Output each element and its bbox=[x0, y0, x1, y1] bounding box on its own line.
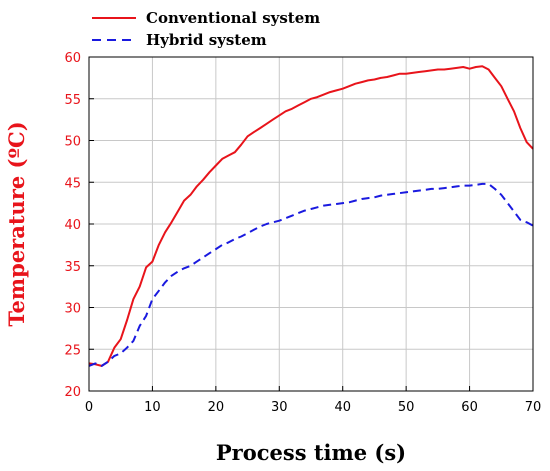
y-tick-label: 25 bbox=[64, 343, 81, 358]
x-axis-label: Process time (s) bbox=[216, 440, 406, 465]
y-tick-label: 50 bbox=[64, 135, 81, 150]
x-tick-label: 70 bbox=[525, 400, 542, 415]
y-tick-label: 20 bbox=[64, 385, 81, 400]
series-line-hybrid bbox=[88, 182, 534, 367]
series-line-conventional bbox=[88, 65, 534, 367]
y-tick-label: 55 bbox=[64, 93, 81, 108]
grid bbox=[89, 57, 533, 391]
y-axis-label: Temperature (ºC) bbox=[4, 121, 29, 326]
x-tick-label: 40 bbox=[334, 400, 351, 415]
x-tick-label: 20 bbox=[208, 400, 225, 415]
y-tick-label: 40 bbox=[64, 218, 81, 233]
legend-label-hybrid: Hybrid system bbox=[146, 31, 267, 49]
y-tick-label: 45 bbox=[64, 176, 81, 191]
y-tick-label: 35 bbox=[64, 260, 81, 275]
x-tick-label: 10 bbox=[144, 400, 161, 415]
y-tick-label: 30 bbox=[64, 302, 81, 317]
x-tick-label: 60 bbox=[461, 400, 478, 415]
x-tick-label: 0 bbox=[85, 400, 93, 415]
legend-label-conventional: Conventional system bbox=[146, 9, 320, 27]
x-tick-label: 50 bbox=[398, 400, 415, 415]
x-tick-label: 30 bbox=[271, 400, 288, 415]
series-layer bbox=[88, 65, 534, 367]
ticks: 0 10 20 30 40 50 60 70 20 25 30 35 40 45 50 55 60 bbox=[64, 51, 541, 415]
y-tick-label: 60 bbox=[64, 51, 81, 66]
legend: Conventional system Hybrid system bbox=[92, 9, 320, 49]
